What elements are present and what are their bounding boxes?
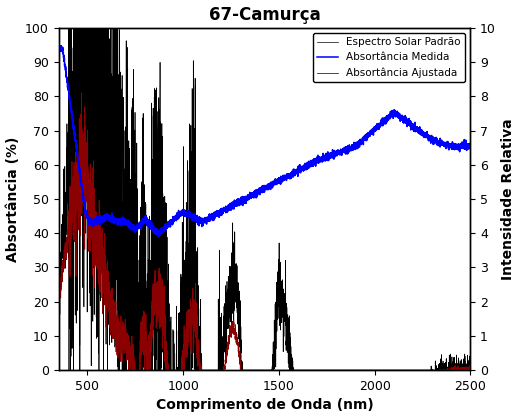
Espectro Solar Padrão xyxy=(130,228,137,233)
Line: Espectro Solar Padrão: Espectro Solar Padrão xyxy=(59,28,470,370)
Absortância Ajustada xyxy=(324,368,330,373)
Absortância Medida xyxy=(56,46,62,51)
Espectro Solar Padrão xyxy=(66,25,72,31)
X-axis label: Comprimento de Onda (nm): Comprimento de Onda (nm) xyxy=(156,398,374,413)
Absortância Ajustada xyxy=(363,368,369,373)
Absortância Medida xyxy=(303,163,309,168)
Absortância Ajustada xyxy=(467,368,474,373)
Absortância Medida xyxy=(324,157,330,162)
Line: Absortância Ajustada: Absortância Ajustada xyxy=(59,93,470,370)
Espectro Solar Padrão xyxy=(363,368,369,373)
Espectro Solar Padrão xyxy=(324,368,330,373)
Absortância Ajustada xyxy=(303,368,309,373)
Title: 67-Camurça: 67-Camurça xyxy=(208,5,320,23)
Espectro Solar Padrão xyxy=(303,368,309,373)
Absortância Ajustada xyxy=(213,368,219,373)
Absortância Ajustada xyxy=(56,296,62,301)
Espectro Solar Padrão xyxy=(467,368,474,373)
Absortância Medida xyxy=(213,211,219,216)
Y-axis label: Absortância (%): Absortância (%) xyxy=(6,136,20,262)
Absortância Medida xyxy=(467,145,474,150)
Y-axis label: Intensidade Relativa: Intensidade Relativa xyxy=(501,118,515,280)
Absortância Medida xyxy=(394,109,400,114)
Espectro Solar Padrão xyxy=(213,368,219,373)
Absortância Ajustada xyxy=(130,356,137,361)
Absortância Ajustada xyxy=(78,91,84,96)
Line: Absortância Medida: Absortância Medida xyxy=(59,46,470,237)
Absortância Medida xyxy=(363,135,369,140)
Absortância Medida xyxy=(57,43,64,48)
Legend: Espectro Solar Padrão, Absortância Medida, Absortância Ajustada: Espectro Solar Padrão, Absortância Medid… xyxy=(313,33,465,82)
Absortância Medida xyxy=(130,223,137,228)
Espectro Solar Padrão xyxy=(56,319,62,324)
Espectro Solar Padrão xyxy=(66,368,72,373)
Espectro Solar Padrão xyxy=(394,368,400,373)
Absortância Ajustada xyxy=(394,368,400,373)
Absortância Medida xyxy=(155,234,162,240)
Absortância Ajustada xyxy=(126,368,132,373)
